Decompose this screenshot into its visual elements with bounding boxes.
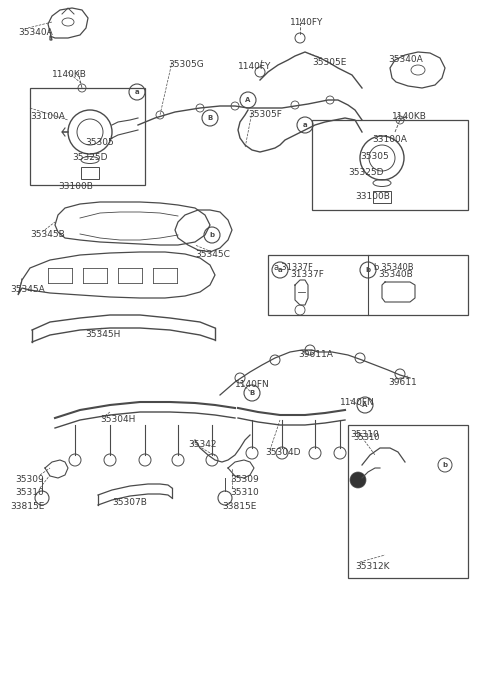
Text: 1140FY: 1140FY	[238, 62, 271, 71]
Text: 35305G: 35305G	[168, 60, 204, 69]
Text: b: b	[373, 263, 378, 272]
Text: 35310: 35310	[350, 430, 379, 439]
Bar	[312, 120, 468, 210]
Text: 1140KB: 1140KB	[52, 70, 87, 79]
Text: a: a	[273, 263, 278, 272]
Text: 31337F: 31337F	[290, 270, 324, 279]
Text: 33815E: 33815E	[10, 502, 44, 511]
Text: 1140FN: 1140FN	[340, 398, 375, 407]
Bar	[268, 255, 468, 315]
Text: A: A	[362, 402, 368, 408]
Text: 35325D: 35325D	[348, 168, 384, 177]
Text: 35345A: 35345A	[10, 285, 45, 294]
Text: 35309: 35309	[230, 475, 259, 484]
Text: B: B	[250, 390, 254, 396]
Text: 33100B: 33100B	[355, 192, 390, 201]
Text: b: b	[365, 267, 371, 273]
Text: 35304H: 35304H	[100, 415, 135, 424]
Text: 35345H: 35345H	[85, 330, 120, 339]
Text: a: a	[278, 267, 282, 273]
Text: 35345B: 35345B	[30, 230, 65, 239]
Text: 35340A: 35340A	[388, 55, 423, 64]
Text: a: a	[135, 89, 139, 95]
Text: 35342: 35342	[188, 440, 216, 449]
Text: 35310: 35310	[230, 488, 259, 497]
Text: 35304D: 35304D	[265, 448, 300, 457]
Text: 39611A: 39611A	[298, 350, 333, 359]
Text: 35340B: 35340B	[378, 270, 413, 279]
Text: b: b	[443, 462, 447, 468]
Text: 1140FY: 1140FY	[290, 18, 324, 27]
Text: b: b	[209, 232, 215, 238]
Circle shape	[350, 472, 366, 488]
Text: 35305F: 35305F	[248, 110, 282, 119]
Text: 33100B: 33100B	[58, 182, 93, 191]
Text: 35340B: 35340B	[376, 263, 414, 272]
Text: 33100A: 33100A	[372, 135, 407, 144]
Text: A: A	[245, 97, 251, 103]
Bar	[30, 88, 145, 185]
Text: 35345C: 35345C	[195, 250, 230, 259]
Text: 35325D: 35325D	[72, 153, 108, 162]
Text: 39611: 39611	[388, 378, 417, 387]
Text: 35312K: 35312K	[355, 562, 389, 571]
Text: 35307B: 35307B	[112, 498, 147, 507]
Text: 35340A: 35340A	[18, 28, 53, 37]
Text: 33100A: 33100A	[30, 112, 65, 121]
Text: 35305: 35305	[85, 138, 114, 147]
Text: 33815E: 33815E	[222, 502, 256, 511]
Text: a: a	[303, 122, 307, 128]
Bar	[348, 425, 468, 578]
Text: 35305: 35305	[360, 152, 389, 161]
Text: 31337F: 31337F	[276, 263, 313, 272]
Text: 35305E: 35305E	[312, 58, 347, 67]
Text: 35309: 35309	[15, 475, 44, 484]
Text: 1140KB: 1140KB	[392, 112, 427, 121]
Text: 35310: 35310	[353, 433, 380, 442]
Text: 35310: 35310	[15, 488, 44, 497]
Text: 1140FN: 1140FN	[235, 380, 270, 389]
Text: B: B	[207, 115, 213, 121]
